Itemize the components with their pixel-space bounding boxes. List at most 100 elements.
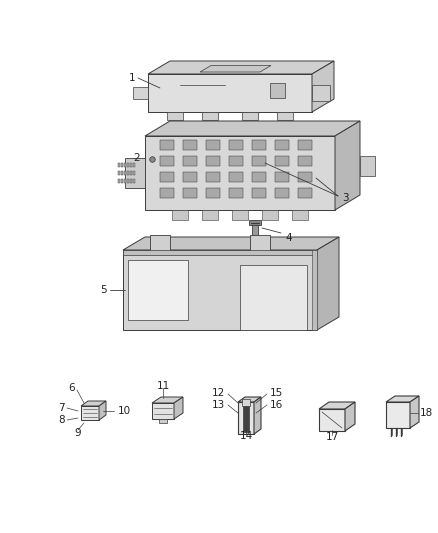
Polygon shape [275, 172, 289, 182]
Polygon shape [81, 401, 106, 406]
Polygon shape [206, 172, 220, 182]
Text: 18: 18 [420, 408, 433, 418]
Polygon shape [312, 250, 317, 330]
Polygon shape [99, 401, 106, 420]
Polygon shape [252, 156, 266, 166]
Polygon shape [386, 402, 410, 428]
Polygon shape [232, 210, 248, 220]
Text: 15: 15 [270, 388, 283, 398]
Polygon shape [292, 210, 308, 220]
Polygon shape [254, 397, 261, 434]
Polygon shape [206, 140, 220, 150]
Polygon shape [123, 237, 339, 250]
Polygon shape [118, 171, 120, 175]
Text: 6: 6 [68, 383, 75, 393]
Polygon shape [312, 61, 334, 112]
Polygon shape [202, 210, 218, 220]
Polygon shape [319, 402, 355, 409]
Polygon shape [123, 250, 317, 255]
Polygon shape [118, 179, 120, 183]
Text: 3: 3 [342, 193, 349, 203]
Polygon shape [133, 87, 148, 99]
Polygon shape [386, 396, 419, 402]
Polygon shape [229, 140, 243, 150]
Circle shape [257, 240, 263, 246]
Polygon shape [160, 188, 174, 198]
Text: 2: 2 [134, 153, 140, 163]
Polygon shape [335, 121, 360, 210]
Polygon shape [183, 172, 197, 182]
Polygon shape [298, 140, 312, 150]
Polygon shape [152, 397, 183, 403]
Polygon shape [345, 402, 355, 431]
Polygon shape [124, 163, 126, 167]
Text: 1: 1 [128, 73, 135, 83]
Polygon shape [124, 171, 126, 175]
Polygon shape [121, 163, 123, 167]
Polygon shape [238, 402, 254, 434]
Text: 9: 9 [75, 428, 81, 438]
Polygon shape [249, 220, 261, 225]
Polygon shape [152, 403, 174, 419]
Polygon shape [312, 85, 330, 101]
Text: 12: 12 [212, 388, 225, 398]
Polygon shape [202, 112, 218, 120]
Text: 14: 14 [240, 431, 253, 441]
Polygon shape [277, 112, 293, 120]
Polygon shape [206, 156, 220, 166]
Polygon shape [298, 172, 312, 182]
Polygon shape [183, 156, 197, 166]
Polygon shape [128, 260, 188, 320]
Polygon shape [148, 61, 334, 74]
Polygon shape [130, 163, 132, 167]
Polygon shape [298, 188, 312, 198]
Polygon shape [270, 83, 285, 98]
Polygon shape [127, 171, 129, 175]
Text: 16: 16 [270, 400, 283, 410]
Polygon shape [252, 172, 266, 182]
Polygon shape [275, 156, 289, 166]
Polygon shape [123, 250, 317, 330]
Polygon shape [125, 158, 145, 188]
Polygon shape [229, 156, 243, 166]
Polygon shape [200, 66, 271, 72]
Polygon shape [160, 140, 174, 150]
Polygon shape [262, 210, 278, 220]
Polygon shape [133, 179, 135, 183]
Polygon shape [160, 156, 174, 166]
Polygon shape [124, 179, 126, 183]
Polygon shape [118, 163, 120, 167]
Polygon shape [148, 74, 312, 112]
Text: 5: 5 [100, 285, 107, 295]
Polygon shape [238, 397, 261, 402]
Polygon shape [298, 156, 312, 166]
Polygon shape [317, 237, 339, 330]
Polygon shape [229, 188, 243, 198]
Polygon shape [130, 179, 132, 183]
Polygon shape [174, 397, 183, 419]
Polygon shape [81, 406, 99, 420]
Polygon shape [133, 163, 135, 167]
Polygon shape [167, 112, 183, 120]
Polygon shape [250, 235, 270, 252]
Polygon shape [145, 136, 335, 210]
Polygon shape [252, 188, 266, 198]
Polygon shape [127, 179, 129, 183]
Polygon shape [183, 140, 197, 150]
Text: 8: 8 [58, 415, 65, 425]
Polygon shape [252, 140, 266, 150]
Text: 7: 7 [58, 403, 65, 413]
Polygon shape [145, 121, 360, 136]
Text: 11: 11 [156, 381, 170, 391]
Text: 4: 4 [285, 233, 292, 243]
Polygon shape [275, 140, 289, 150]
Polygon shape [183, 188, 197, 198]
Polygon shape [252, 223, 258, 238]
Polygon shape [240, 265, 307, 330]
Text: 17: 17 [325, 432, 339, 442]
Polygon shape [242, 399, 250, 406]
Polygon shape [206, 188, 220, 198]
Polygon shape [133, 171, 135, 175]
Polygon shape [130, 171, 132, 175]
Polygon shape [160, 172, 174, 182]
